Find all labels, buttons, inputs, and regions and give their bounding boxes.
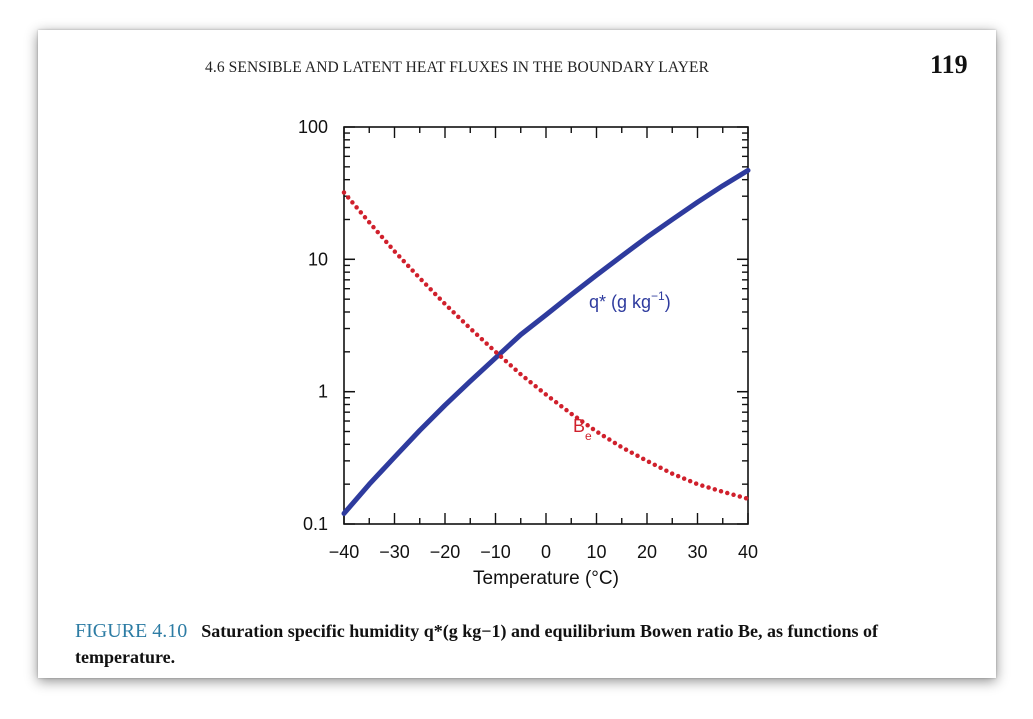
x-tick-label: 0 bbox=[541, 542, 551, 562]
x-axis-label: Temperature (°C) bbox=[473, 568, 619, 589]
x-tick-label: 40 bbox=[738, 542, 758, 562]
q-label-main: q* (g kg bbox=[589, 292, 651, 312]
plot-frame bbox=[343, 126, 749, 525]
figure-caption: FIGURE 4.10 Saturation specific humidity … bbox=[75, 618, 980, 670]
x-tick-label: 10 bbox=[586, 542, 606, 562]
q-label-end: ) bbox=[665, 292, 671, 312]
y-tick-label: 10 bbox=[308, 249, 328, 269]
running-head: 4.6 SENSIBLE AND LATENT HEAT FLUXES IN T… bbox=[205, 59, 710, 76]
be-series-line bbox=[341, 190, 751, 502]
y-tick-labels: 0.1 1 10 100 bbox=[298, 117, 328, 534]
be-series-label: Be bbox=[573, 416, 592, 443]
x-tick-label: 20 bbox=[637, 542, 657, 562]
be-label-sub: e bbox=[585, 429, 592, 443]
series-lines bbox=[341, 167, 751, 516]
caption-text: Saturation specific humidity q*(g kg−1) … bbox=[75, 621, 879, 667]
be-label-main: B bbox=[573, 416, 585, 436]
figure-label: FIGURE 4.10 bbox=[75, 620, 188, 642]
x-tick-label: −30 bbox=[379, 542, 410, 562]
q-series-line bbox=[341, 167, 751, 516]
book-page bbox=[38, 30, 996, 678]
x-tick-label: −40 bbox=[329, 542, 360, 562]
x-tick-label: 30 bbox=[687, 542, 707, 562]
y-tick-label: 1 bbox=[318, 382, 328, 402]
page-number: 119 bbox=[930, 50, 968, 79]
x-tick-labels: −40 −30 −20 −10 0 10 20 30 40 bbox=[329, 542, 758, 562]
tick-marks bbox=[343, 126, 749, 525]
q-series-label: q* (g kg−1) bbox=[589, 289, 671, 312]
y-tick-label: 0.1 bbox=[303, 514, 328, 534]
q-label-sup: −1 bbox=[651, 289, 665, 303]
x-tick-label: −10 bbox=[480, 542, 511, 562]
x-tick-label: −20 bbox=[430, 542, 461, 562]
y-tick-label: 100 bbox=[298, 117, 328, 137]
